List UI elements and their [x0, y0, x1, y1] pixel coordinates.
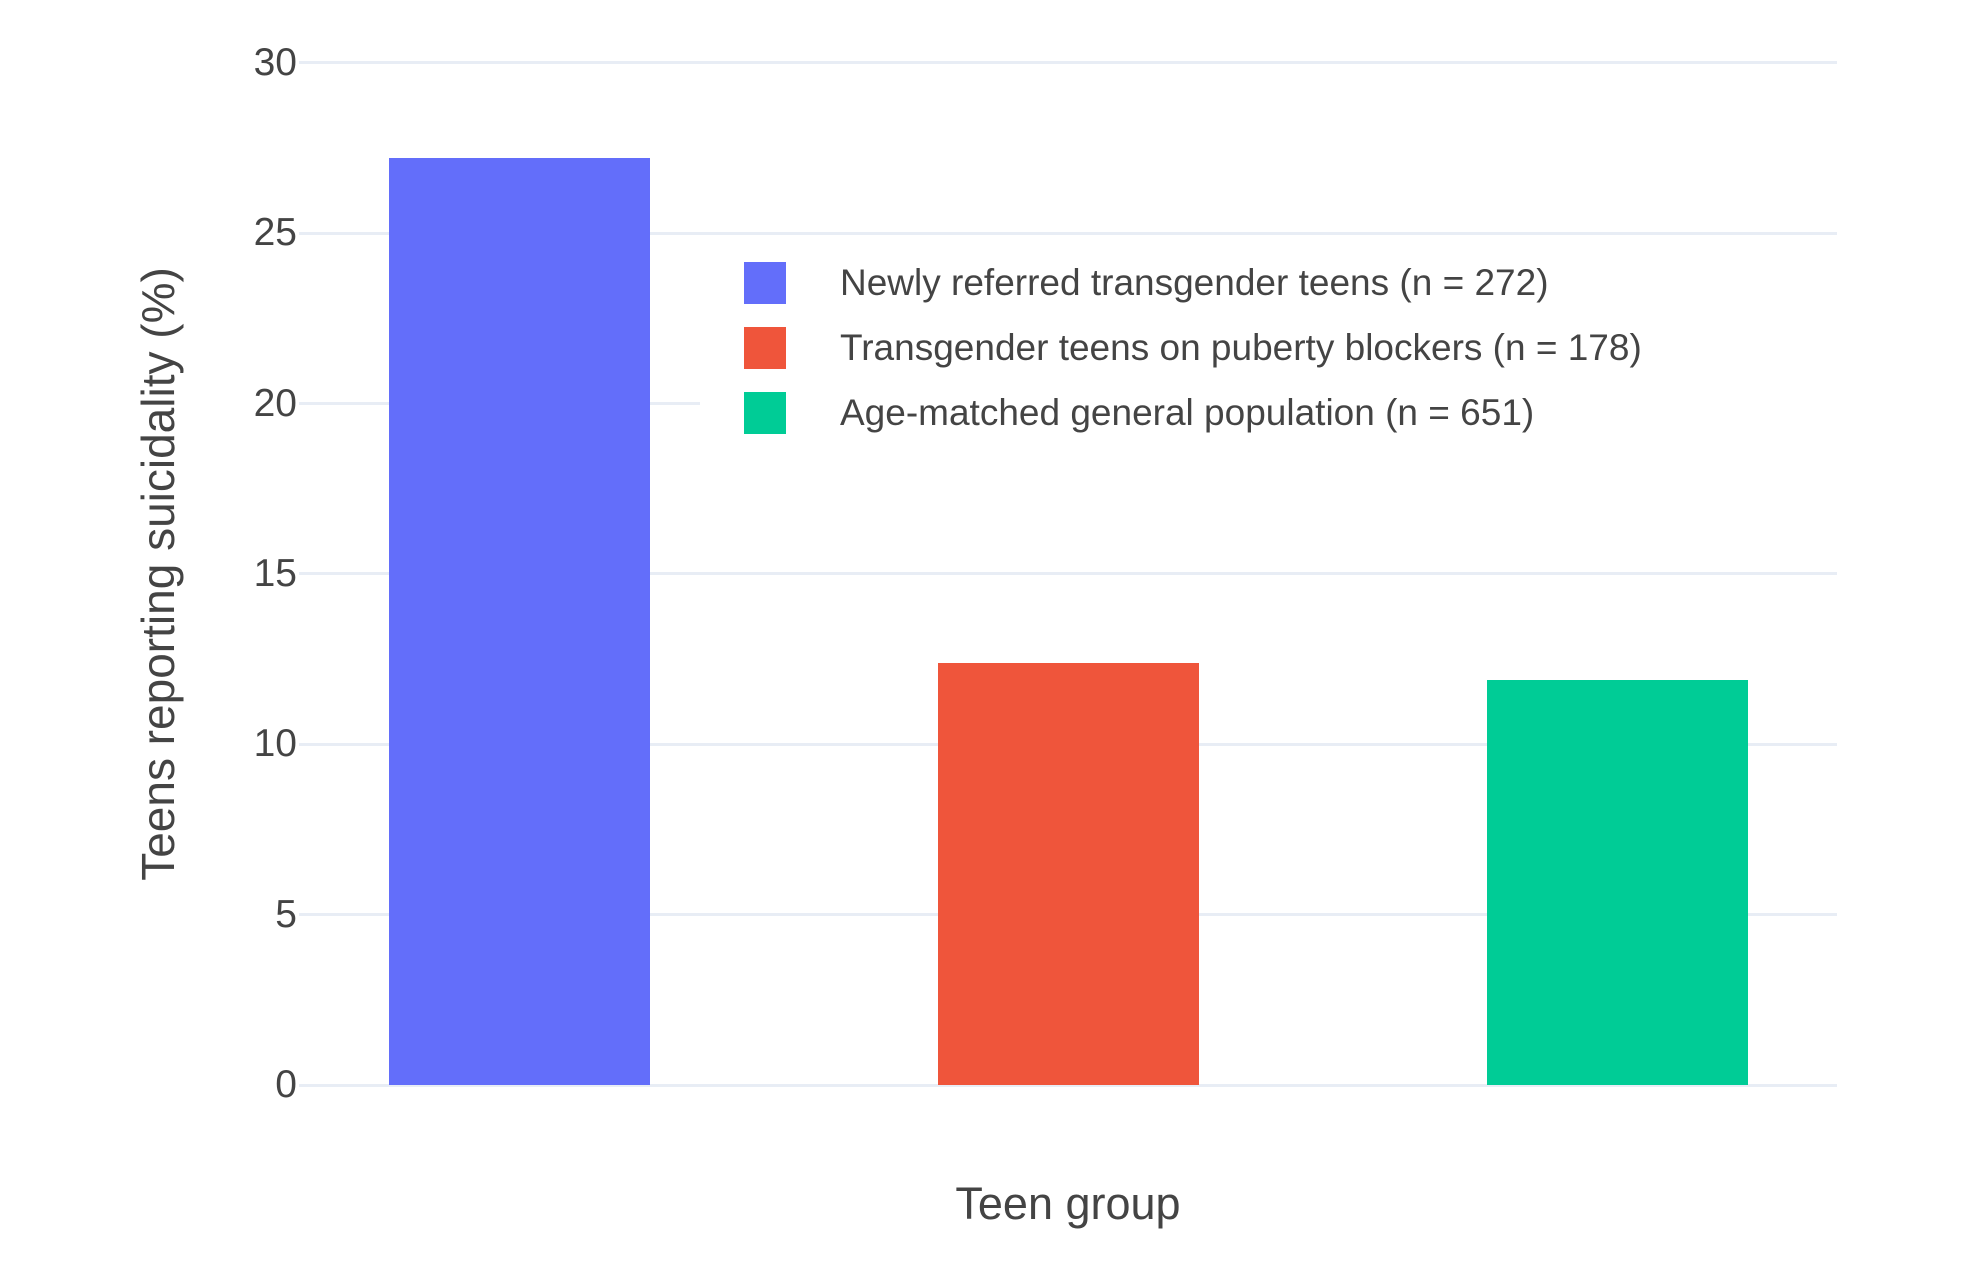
y-tick-label: 5 [275, 892, 297, 936]
gridline-y30 [299, 61, 1837, 65]
legend-item-0[interactable]: Newly referred transgender teens (n = 27… [744, 262, 1840, 304]
y-tick-label: 15 [253, 551, 297, 595]
legend-item-1[interactable]: Transgender teens on puberty blockers (n… [744, 327, 1840, 369]
legend-label: Newly referred transgender teens (n = 27… [840, 262, 1549, 303]
y-axis-title: Teens reporting suicidality (%) [132, 267, 184, 881]
y-tick-label: 0 [275, 1063, 297, 1106]
legend-label: Age-matched general population (n = 651) [840, 392, 1535, 433]
gridline-y25 [299, 231, 1837, 235]
gridline-y15 [299, 572, 1837, 576]
y-tick-label: 30 [253, 40, 297, 84]
bar-0[interactable] [389, 158, 650, 1085]
legend: Newly referred transgender teens (n = 27… [700, 245, 1840, 454]
y-tick-label: 10 [253, 722, 297, 766]
gridline-y0 [299, 1083, 1837, 1087]
y-tick-label: 25 [253, 211, 297, 255]
legend-swatch-icon [744, 327, 786, 369]
legend-swatch-icon [744, 262, 786, 304]
bar-2[interactable] [1487, 679, 1748, 1085]
x-axis-title: Teen group [955, 1178, 1181, 1229]
legend-label: Transgender teens on puberty blockers (n… [840, 327, 1642, 368]
legend-swatch-icon [744, 392, 786, 434]
legend-item-2[interactable]: Age-matched general population (n = 651) [744, 392, 1840, 434]
y-tick-label: 20 [253, 381, 297, 425]
bar-1[interactable] [938, 662, 1199, 1085]
